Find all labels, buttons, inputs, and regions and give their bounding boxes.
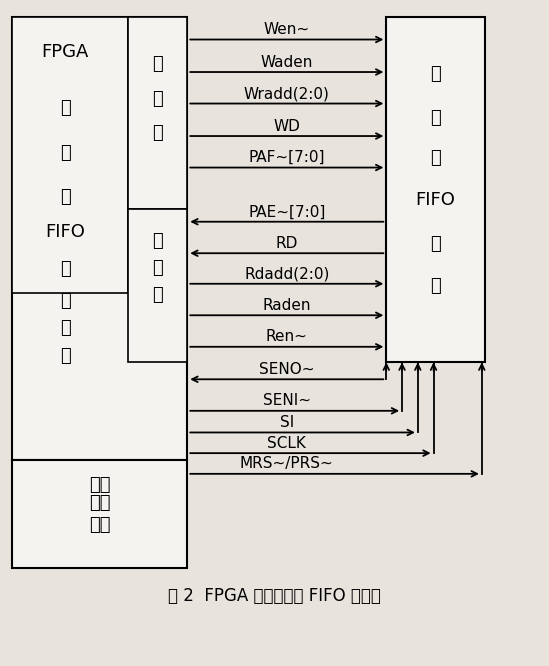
Text: 列: 列 (60, 188, 71, 206)
Text: FIFO: FIFO (416, 191, 456, 209)
Text: RD: RD (276, 236, 298, 251)
Text: Wradd(2:0): Wradd(2:0) (244, 86, 330, 101)
Bar (128, 17, 187, 209)
Bar (128, 209, 187, 362)
Text: PAE~[7:0]: PAE~[7:0] (248, 204, 326, 219)
Text: 配置: 配置 (89, 494, 110, 512)
Text: 写: 写 (153, 55, 163, 73)
Bar (386, 17, 485, 362)
Text: 元: 元 (60, 346, 71, 365)
Text: 单元: 单元 (89, 516, 110, 534)
Text: 单: 单 (60, 319, 71, 337)
Text: Waden: Waden (261, 55, 313, 70)
Text: 制: 制 (153, 124, 163, 142)
Text: FIFO: FIFO (45, 222, 85, 240)
Text: 控: 控 (153, 259, 163, 277)
Text: Rdadd(2:0): Rdadd(2:0) (244, 266, 329, 282)
Text: 件: 件 (430, 277, 441, 295)
Text: 列: 列 (430, 149, 441, 166)
Text: 队: 队 (60, 144, 71, 162)
Text: 制: 制 (153, 286, 163, 304)
Text: 制: 制 (60, 292, 71, 310)
Text: WD: WD (273, 119, 300, 134)
Text: SI: SI (279, 415, 294, 430)
Bar (12, 17, 187, 460)
Text: 控: 控 (153, 90, 163, 108)
Bar (12, 17, 128, 292)
Text: MRS~/PRS~: MRS~/PRS~ (240, 456, 334, 472)
Text: SENO~: SENO~ (259, 362, 315, 377)
Bar (12, 460, 187, 568)
Text: 队: 队 (430, 109, 441, 127)
Text: 多: 多 (60, 99, 71, 117)
Text: PAF~[7:0]: PAF~[7:0] (249, 151, 325, 165)
Text: 多: 多 (430, 65, 441, 83)
Text: Raden: Raden (262, 298, 311, 313)
Text: FPGA: FPGA (42, 43, 89, 61)
Text: 读: 读 (153, 232, 163, 250)
Text: 控: 控 (60, 260, 71, 278)
Text: 串行: 串行 (89, 476, 110, 494)
Text: SCLK: SCLK (267, 436, 306, 451)
Text: 图 2  FPGA 控制多队列 FIFO 示意图: 图 2 FPGA 控制多队列 FIFO 示意图 (168, 587, 381, 605)
Text: SENI~: SENI~ (263, 394, 311, 408)
Text: Ren~: Ren~ (266, 330, 308, 344)
Text: 器: 器 (430, 235, 441, 253)
Text: Wen~: Wen~ (264, 22, 310, 37)
